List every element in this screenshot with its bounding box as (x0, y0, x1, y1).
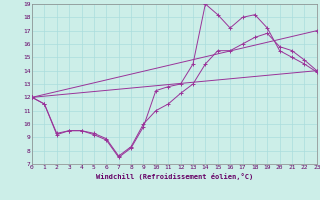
X-axis label: Windchill (Refroidissement éolien,°C): Windchill (Refroidissement éolien,°C) (96, 173, 253, 180)
